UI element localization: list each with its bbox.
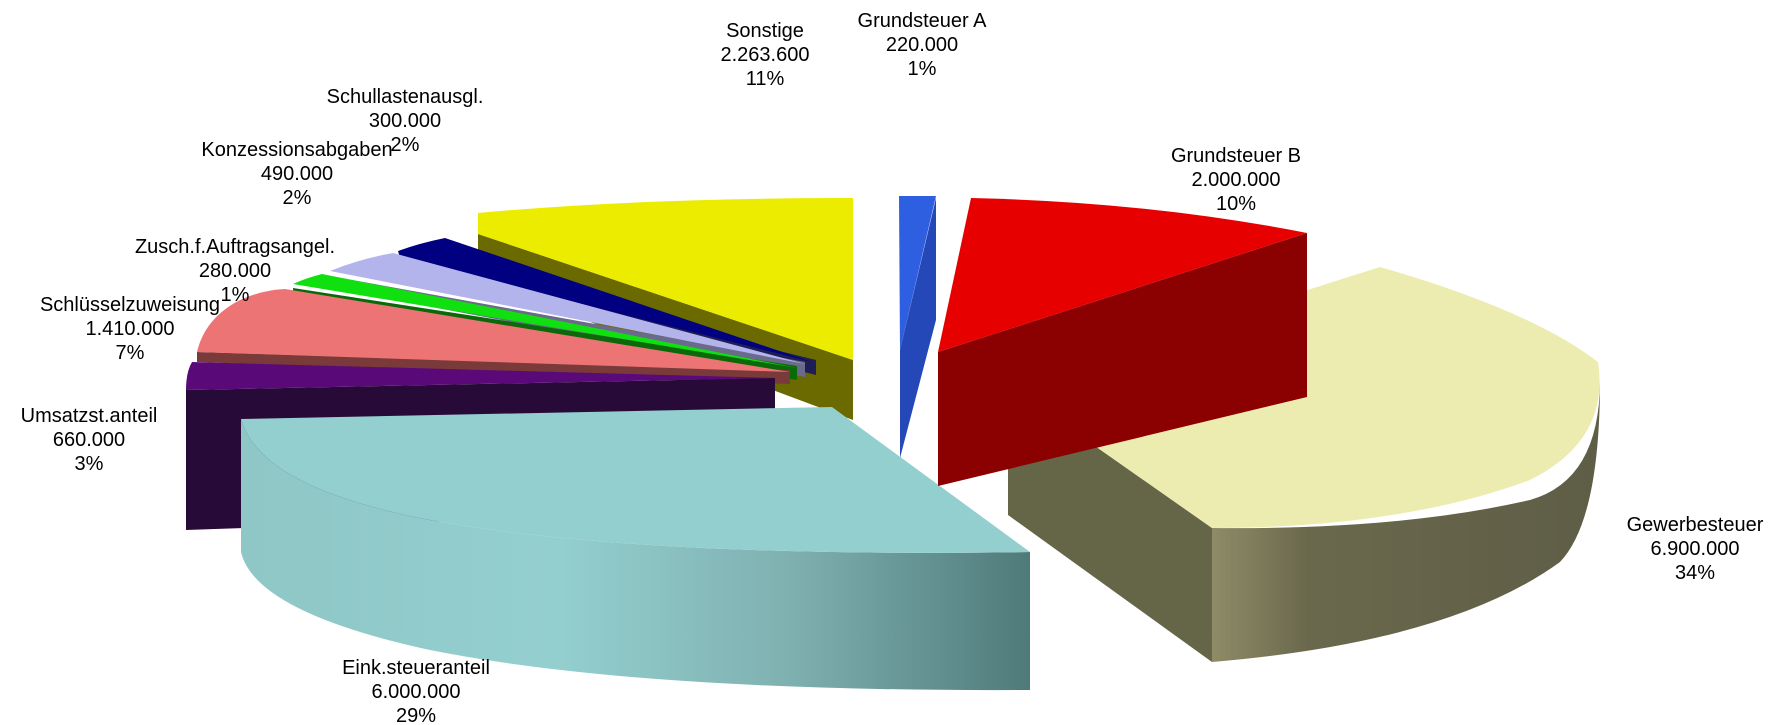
slice-eink [241, 407, 1030, 691]
label-schullasten-name: Schullastenausgl. [327, 86, 484, 108]
label-konzession-percent: 2% [283, 187, 312, 209]
slice-umsatz-top [186, 362, 775, 390]
label-schullasten-value: 300.000 [369, 110, 441, 132]
label-sonstige-name: Sonstige [726, 20, 804, 42]
label-eink-percent: 29% [396, 705, 436, 725]
slice-sonstige-top [478, 198, 853, 360]
label-grundsteuer-b-value: 2.000.000 [1192, 169, 1281, 191]
label-grundsteuer-b-percent: 10% [1216, 193, 1256, 215]
label-grundsteuer-b: Grundsteuer B 2.000.000 10% [1171, 145, 1301, 215]
label-schluessel-value: 1.410.000 [86, 318, 175, 340]
label-zusch: Zusch.f.Auftragsangel. 280.000 1% [135, 236, 335, 306]
label-grundsteuer-a-name: Grundsteuer A [858, 10, 988, 32]
slice-grundsteuer-b [938, 198, 1307, 486]
label-umsatz-name: Umsatzst.anteil [21, 405, 158, 427]
label-grundsteuer-a: Grundsteuer A 220.000 1% [858, 10, 988, 80]
label-gewerbesteuer: Gewerbesteuer 6.900.000 34% [1627, 514, 1764, 584]
label-konzession-name: Konzessionsabgaben [201, 139, 392, 161]
label-gewerbesteuer-name: Gewerbesteuer [1627, 514, 1764, 536]
slice-eink-side [241, 419, 1030, 691]
label-eink: Eink.steueranteil 6.000.000 29% [342, 657, 490, 725]
label-grundsteuer-a-value: 220.000 [886, 34, 958, 56]
label-konzession-value: 490.000 [261, 163, 333, 185]
slice-konzession-top [330, 253, 805, 364]
slice-grundsteuer-a [899, 196, 936, 458]
slice-gewerbe-side [1212, 380, 1600, 662]
label-grundsteuer-a-percent: 1% [908, 58, 937, 80]
label-eink-name: Eink.steueranteil [342, 657, 490, 679]
slice-grundsteuer-a-top [899, 196, 936, 350]
label-schluessel: Schlüsselzuweisung 1.410.000 7% [40, 294, 220, 364]
label-schluessel-name: Schlüsselzuweisung [40, 294, 220, 316]
label-zusch-name: Zusch.f.Auftragsangel. [135, 236, 335, 258]
slice-schullasten-top [398, 238, 812, 362]
label-umsatz-percent: 3% [75, 453, 104, 475]
slice-eink-top [241, 407, 1030, 553]
slice-grundsteuer-a-side [900, 198, 936, 458]
slice-schluessel-top [197, 289, 790, 372]
label-sonstige-value: 2.263.600 [721, 44, 810, 66]
label-grundsteuer-b-name: Grundsteuer B [1171, 145, 1301, 167]
label-sonstige: Sonstige 2.263.600 11% [721, 20, 810, 90]
label-konzession: Konzessionsabgaben 490.000 2% [201, 139, 392, 209]
label-gewerbesteuer-percent: 34% [1675, 562, 1715, 584]
label-sonstige-percent: 11% [746, 68, 785, 90]
label-schluessel-percent: 7% [116, 342, 145, 364]
label-zusch-value: 280.000 [199, 260, 271, 282]
slice-zusch-top [293, 274, 797, 368]
label-umsatz-value: 660.000 [53, 429, 125, 451]
label-schullasten-percent: 2% [391, 134, 420, 156]
slice-grundsteuer-b-side-front [938, 233, 1307, 486]
label-zusch-percent: 1% [221, 284, 250, 306]
label-gewerbesteuer-value: 6.900.000 [1651, 538, 1740, 560]
label-eink-value: 6.000.000 [372, 681, 461, 703]
label-schullasten: Schullastenausgl. 300.000 2% [327, 86, 484, 156]
label-umsatz: Umsatzst.anteil 660.000 3% [21, 405, 158, 475]
slice-grundsteuer-b-top [938, 198, 1307, 352]
